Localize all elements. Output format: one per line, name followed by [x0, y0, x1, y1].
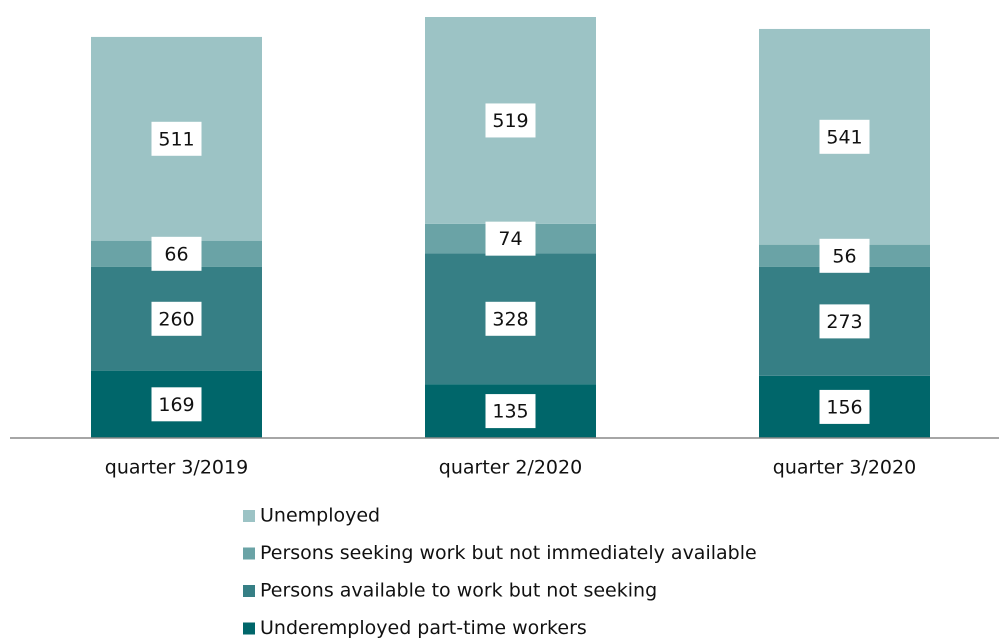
value-label: 273 — [826, 311, 862, 333]
label-box — [819, 304, 870, 339]
legend-label: Persons available to work but not seekin… — [260, 580, 657, 602]
x-tick-label: quarter 3/2020 — [773, 457, 916, 479]
value-label: 135 — [492, 401, 528, 423]
value-label: 328 — [492, 308, 528, 330]
x-tick-label: quarter 3/2019 — [105, 457, 248, 479]
label-box — [151, 387, 202, 422]
label-box — [151, 236, 202, 271]
label-box — [819, 238, 870, 273]
value-label: 56 — [832, 245, 856, 267]
label-box — [819, 389, 870, 424]
value-label: 519 — [492, 110, 528, 132]
value-label: 169 — [158, 394, 194, 416]
value-label: 66 — [164, 243, 188, 265]
label-box — [485, 103, 536, 138]
label-box — [151, 301, 202, 336]
value-label: 74 — [498, 228, 522, 250]
label-box — [485, 221, 536, 256]
label-box — [819, 119, 870, 154]
label-box — [151, 121, 202, 156]
legend-swatch — [243, 585, 255, 597]
legend-swatch — [243, 622, 255, 635]
label-box — [485, 394, 536, 429]
legend-label: Underemployed part-time workers — [260, 617, 587, 639]
label-box — [485, 301, 536, 336]
legend-swatch — [243, 510, 255, 522]
legend-label: Unemployed — [260, 505, 380, 527]
legend-swatch — [243, 547, 255, 560]
value-label: 511 — [158, 128, 194, 150]
value-label: 156 — [826, 396, 862, 418]
value-label: 541 — [826, 126, 862, 148]
legend-label: Persons seeking work but not immediately… — [260, 542, 757, 564]
x-tick-label: quarter 2/2020 — [439, 457, 582, 479]
value-label: 260 — [158, 308, 194, 330]
